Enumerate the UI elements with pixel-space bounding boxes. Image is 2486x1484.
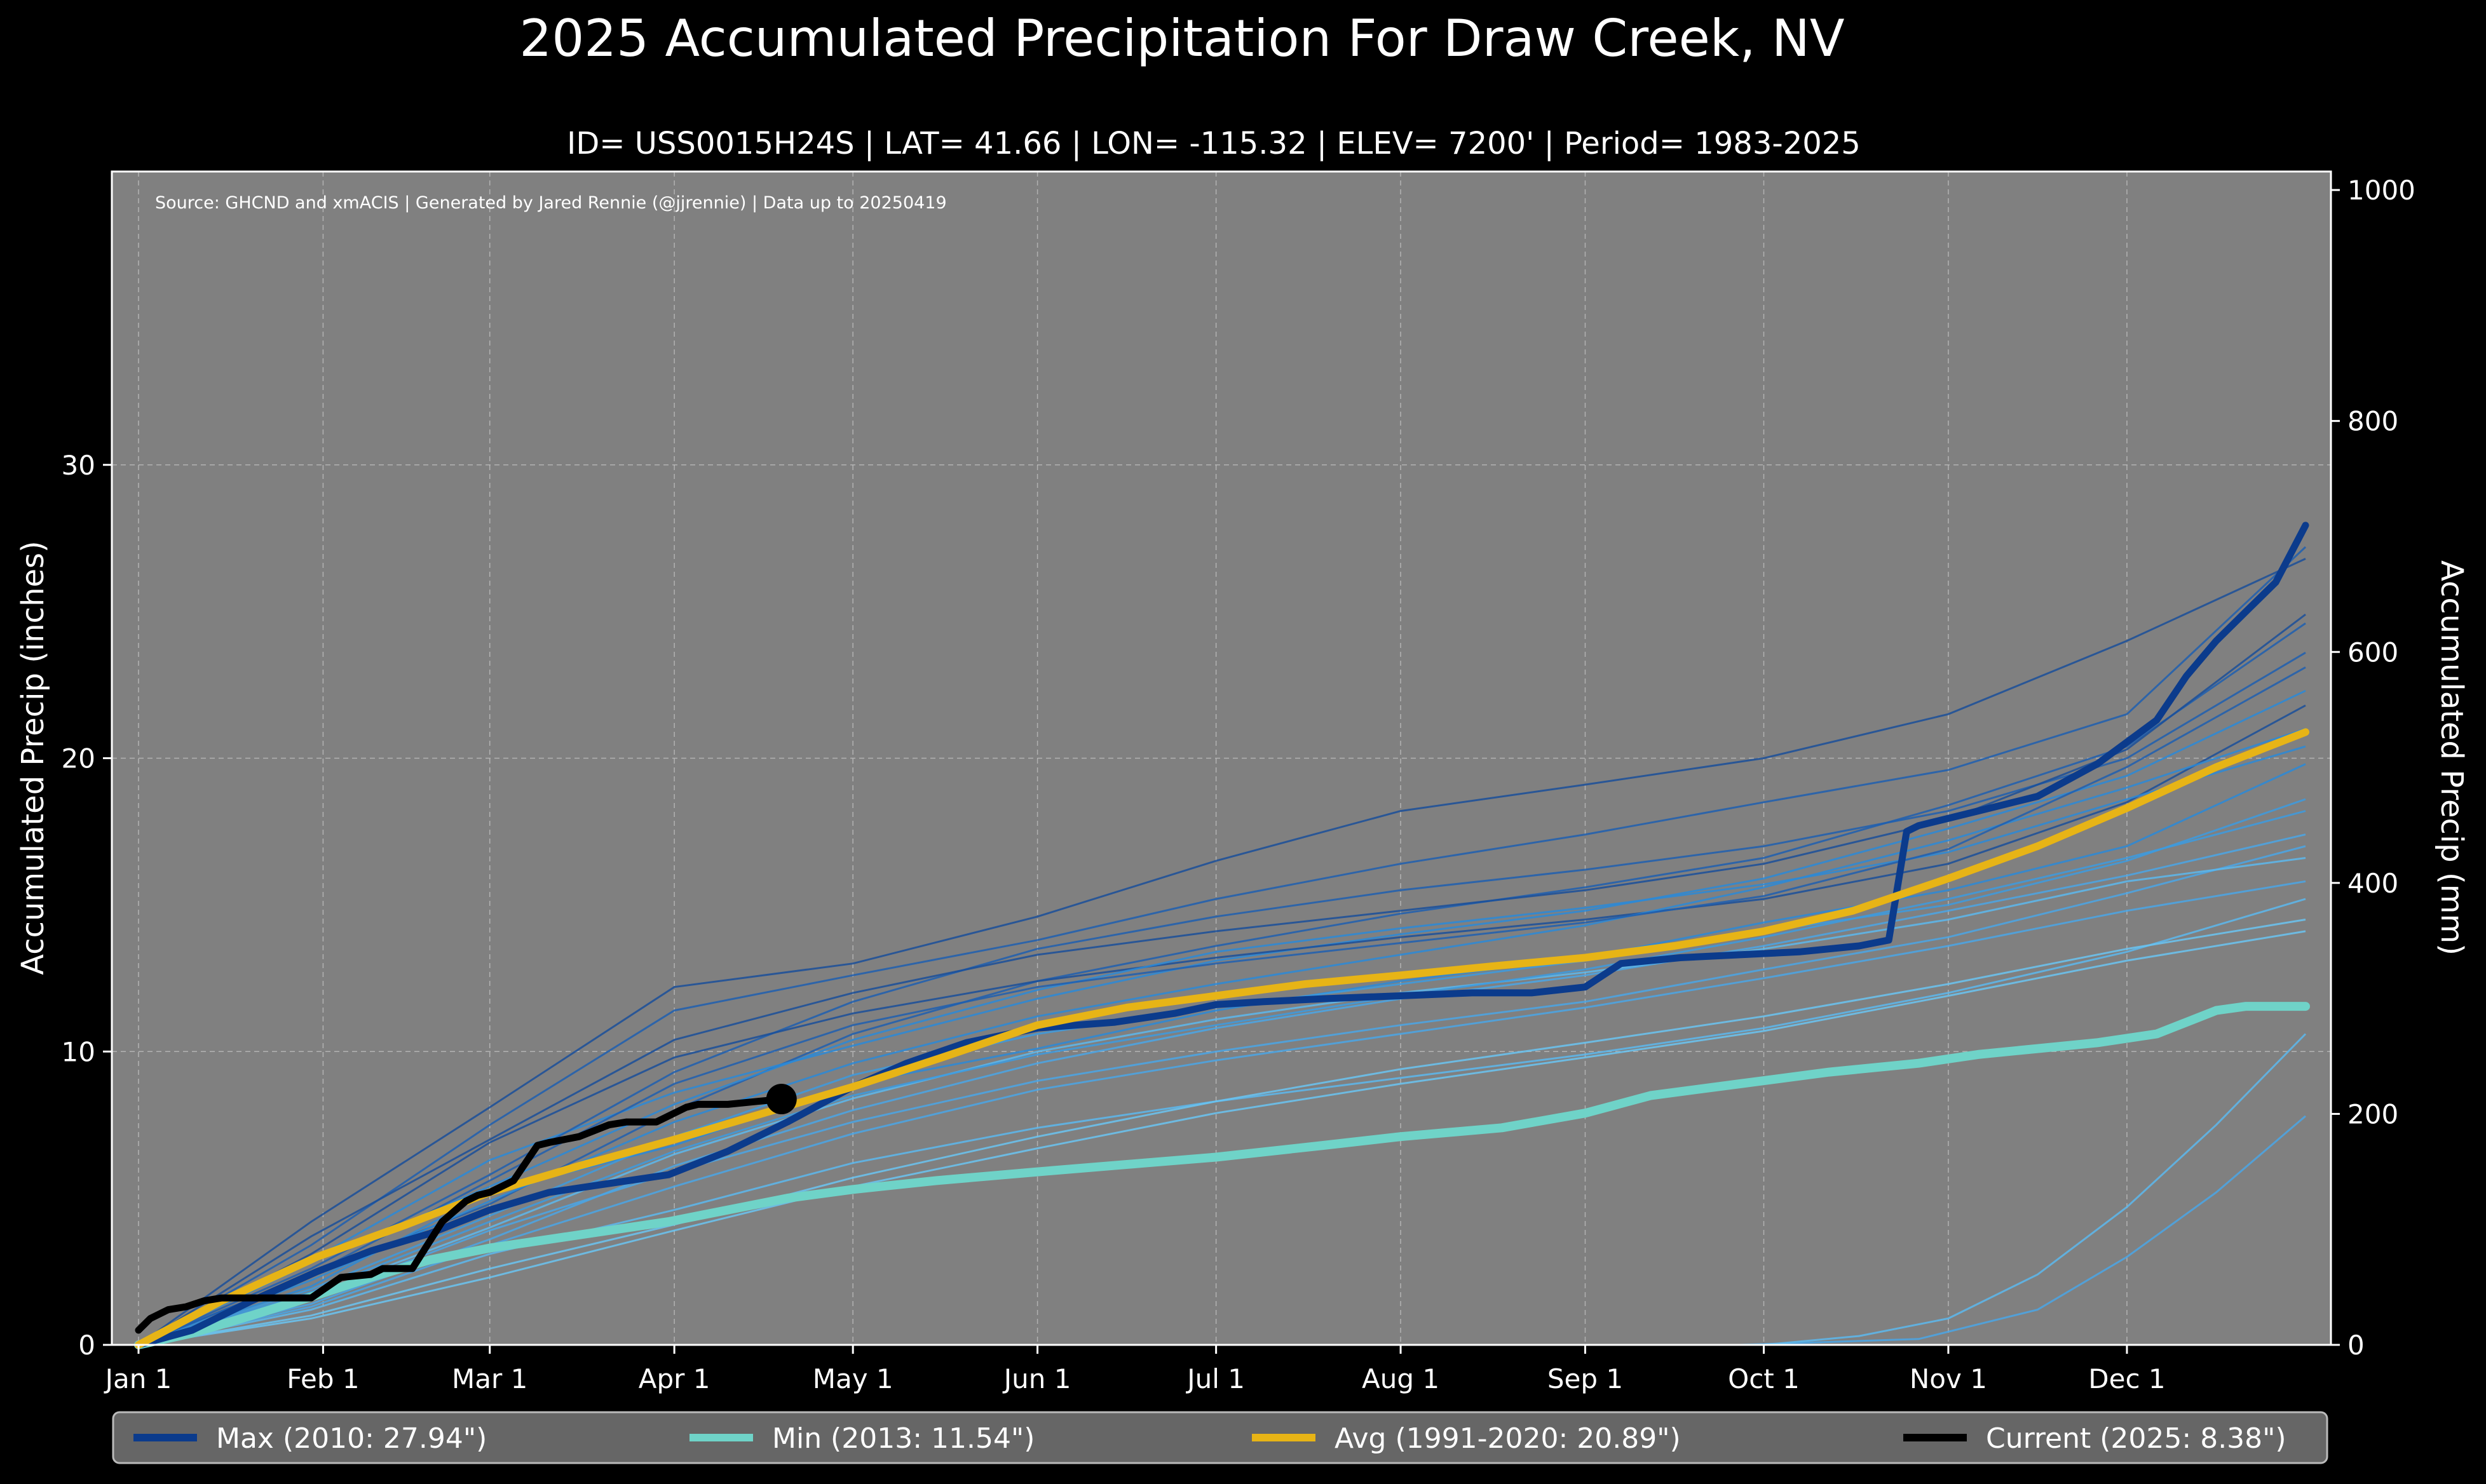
x-tick-label-2: Mar 1 [452,1363,527,1394]
series-line-current [135,1095,785,1334]
history-line-2 [138,558,2306,1346]
y-axis-label: Accumulated Precip (inches) [15,541,51,975]
y-axis-left: 0 10 20 30 [62,450,112,1361]
x-tick-label-6: Jul 1 [1185,1363,1245,1394]
history-line-7 [138,652,2306,1346]
history-line-1 [138,546,2307,1346]
history-line-15 [138,745,2306,1346]
x-tick-label-9: Oct 1 [1728,1363,1800,1394]
history-line-12 [138,919,2306,1346]
history-line-18 [138,810,2306,1346]
chart-title: 2025 Accumulated Precipitation For Draw … [519,9,1844,68]
series-line-max [135,522,2309,1349]
y2-tick-label-3: 600 [2347,637,2398,668]
y2-tick-label-1: 200 [2347,1098,2398,1130]
legend: Max (2010: 27.94") Min (2013: 11.54") Avg … [112,1411,2328,1464]
legend-label-3: Current (2025: 8.38") [1986,1422,2286,1455]
y-tick-label-2: 20 [62,743,95,774]
history-line-17 [138,666,2306,1346]
legend-box [112,1411,2328,1464]
x-tick-label-8: Sep 1 [1547,1363,1623,1394]
highlight-series [134,522,2310,1349]
legend-label-2: Avg (1991-2020: 20.89") [1335,1422,1681,1455]
legend-entries: Max (2010: 27.94") Min (2013: 11.54") Avg … [133,1422,2286,1455]
y-tick-label-0: 0 [78,1330,95,1361]
y2-axis-label: Accumulated Precip (mm) [2434,560,2469,955]
legend-label-0: Max (2010: 27.94") [216,1422,487,1455]
y2-tick-label-5: 1000 [2347,175,2415,206]
y2-tick-label-2: 400 [2347,868,2398,899]
x-tick-label-7: Aug 1 [1362,1363,1439,1394]
history-line-10 [138,833,2306,1346]
x-tick-label-1: Feb 1 [287,1363,359,1394]
y-tick-label-3: 30 [62,450,95,481]
history-line-0 [138,622,2306,1346]
y2-tick-label-0: 0 [2347,1330,2365,1361]
legend-label-1: Min (2013: 11.54") [772,1422,1035,1455]
plot-area: Source: GHCND and xmACIS | Generated by … [111,170,2332,1349]
x-axis: Jan 1 Feb 1 Mar 1 Apr 1 May 1 Jun 1 Jul 1 Aug 1… [104,1345,2166,1394]
x-tick-label-3: Apr 1 [639,1363,710,1394]
x-tick-label-10: Nov 1 [1910,1363,1987,1394]
chart-subtitle: ID= USS0015H24S | LAT= 41.66 | LON= -115… [567,126,1861,161]
y-tick-label-1: 10 [62,1036,95,1067]
x-tick-label-11: Dec 1 [2088,1363,2165,1394]
x-tick-label-0: Jan 1 [104,1363,172,1394]
y2-tick-label-4: 800 [2347,406,2398,437]
current-marker [766,1084,797,1115]
x-tick-label-5: Jun 1 [1002,1363,1071,1394]
history-line-5 [138,689,2306,1346]
history-line-11 [138,727,2306,1346]
history-line-9 [138,705,2306,1346]
source-note: Source: GHCND and xmACIS | Generated by … [155,193,947,213]
series-line-min [134,1002,2310,1349]
historical-year-lines [138,546,2307,1346]
history-line-19 [138,930,2306,1346]
x-tick-label-4: May 1 [813,1363,893,1394]
y-axis-right: 0 200 400 600 800 1000 [2331,175,2415,1361]
history-line-4 [138,845,2306,1346]
history-line-14 [138,857,2306,1346]
